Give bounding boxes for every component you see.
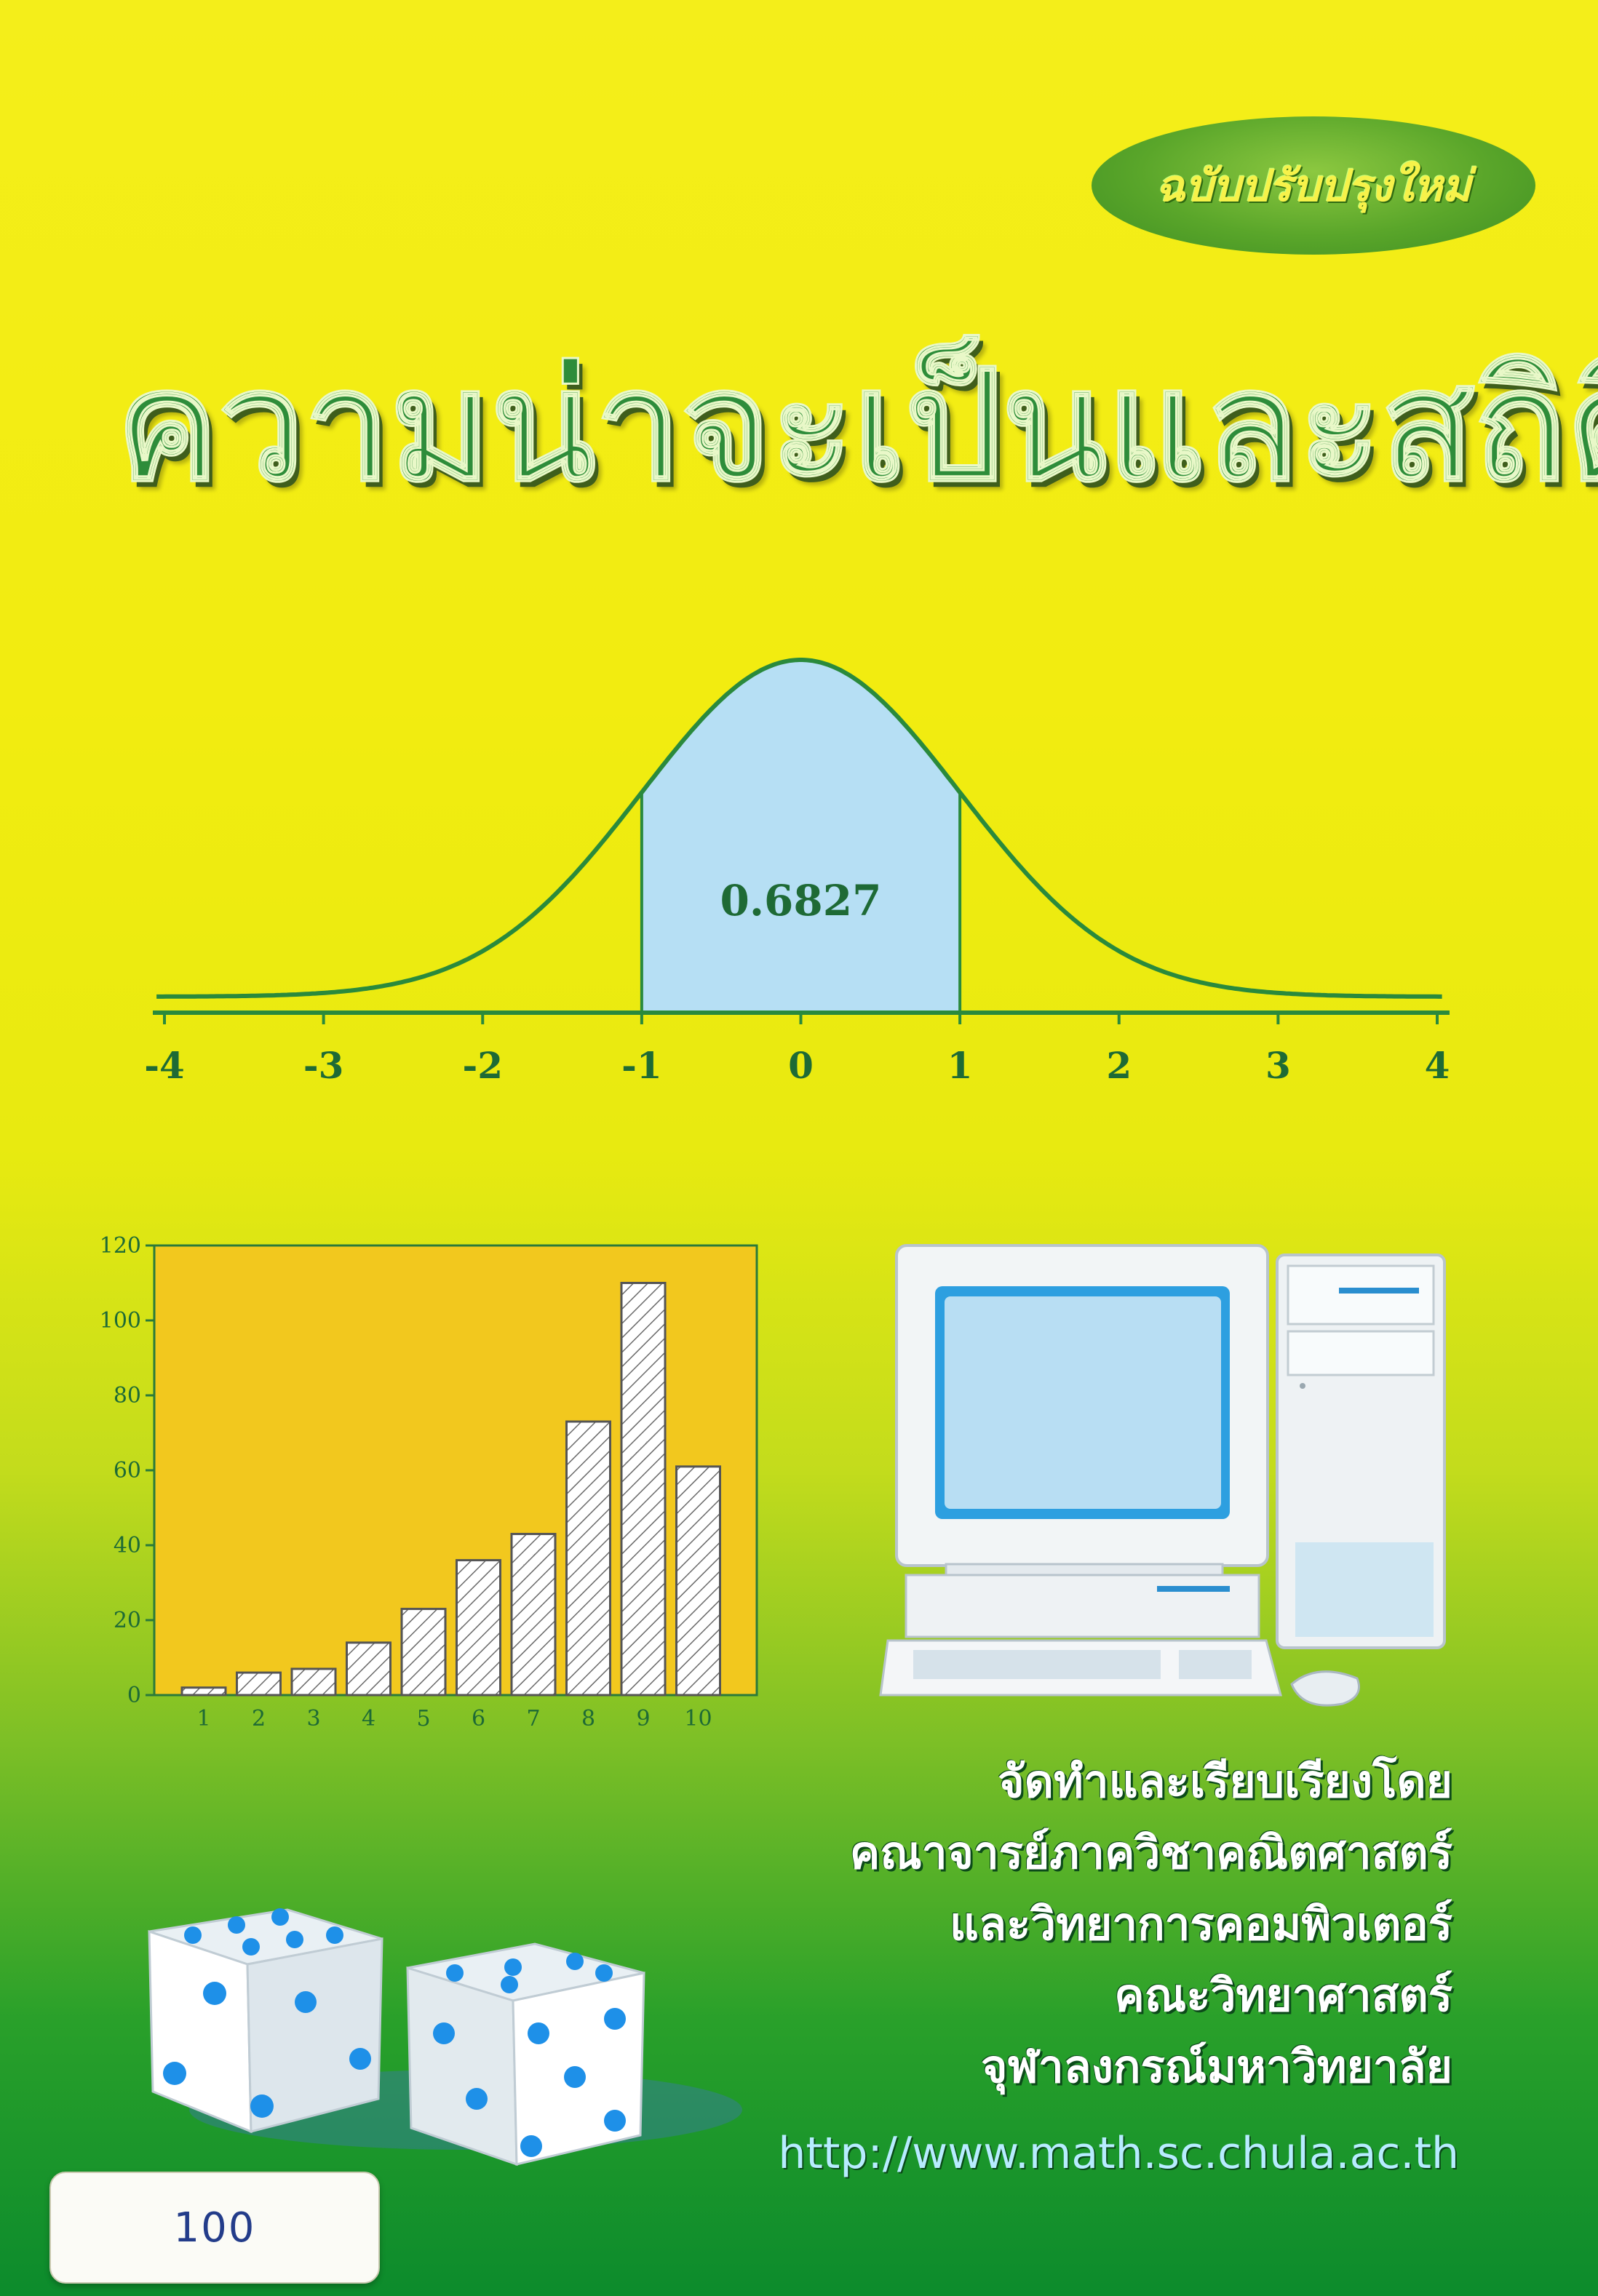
x-tick-label: -1 — [621, 1044, 662, 1087]
website-url: http://www.math.sc.chula.ac.th — [778, 2128, 1459, 2179]
bar — [510, 1533, 557, 1697]
x-tick-label: 7 — [526, 1706, 540, 1731]
x-tick-label: 1 — [196, 1706, 210, 1731]
credit-line: จัดทำและเรียบเรียงโดย — [998, 1755, 1452, 1808]
x-tick-label: 8 — [581, 1706, 595, 1731]
x-tick-label: 5 — [416, 1706, 430, 1731]
x-tick-label: 1 — [947, 1044, 973, 1087]
bar — [620, 1282, 667, 1697]
x-tick-label: -4 — [144, 1044, 185, 1087]
keyboard — [879, 1639, 1282, 1697]
credit-line: และวิทยาการคอมพิวเตอร์ — [950, 1897, 1452, 1950]
y-tick-label: 60 — [114, 1458, 141, 1483]
edition-badge: ฉบับปรับปรุงใหม่ — [1092, 116, 1535, 255]
x-tick-label: 0 — [788, 1044, 814, 1087]
price-sticker: 100 — [49, 2172, 380, 2284]
computer-base — [905, 1574, 1260, 1638]
y-tick-label: 0 — [127, 1683, 141, 1708]
book-title: ความน่าจะเป็นและสถิติ — [116, 337, 1598, 515]
edition-badge-text: ฉบับปรับปรุงใหม่ — [1156, 160, 1471, 212]
author-credits: จัดทำและเรียบเรียงโดย คณาจารย์ภาควิชาคณิ… — [850, 1746, 1452, 2102]
x-tick-label: 9 — [636, 1706, 650, 1731]
computer-tower — [1276, 1253, 1446, 1649]
bar — [180, 1686, 227, 1697]
x-tick-label: 3 — [1265, 1044, 1291, 1087]
die-right — [406, 1942, 645, 2167]
x-tick-label: -3 — [303, 1044, 344, 1087]
x-tick-label: 4 — [1425, 1044, 1450, 1087]
bar — [346, 1641, 391, 1697]
y-tick-label: 40 — [114, 1533, 141, 1558]
bar — [290, 1667, 337, 1697]
x-tick-label: 6 — [472, 1706, 485, 1731]
credit-line: คณะวิทยาศาสตร์ — [1114, 1969, 1452, 2022]
bar — [675, 1465, 721, 1697]
x-tick-label: 4 — [362, 1706, 375, 1731]
area-annotation: 0.6827 — [720, 876, 882, 925]
x-tick-label: -2 — [462, 1044, 503, 1087]
x-tick-label: 10 — [684, 1706, 712, 1731]
credit-line: จุฬาลงกรณ์มหาวิทยาลัย — [981, 2040, 1452, 2093]
y-tick-label: 100 — [100, 1308, 141, 1334]
x-tick-label: 3 — [306, 1706, 320, 1731]
bar — [400, 1608, 447, 1697]
y-tick-label: 80 — [114, 1383, 141, 1408]
y-tick-label: 120 — [100, 1233, 141, 1259]
normal-curve-line — [156, 658, 1442, 999]
y-tick-label: 20 — [114, 1608, 141, 1633]
die-left — [148, 1908, 383, 2134]
credit-line: คณาจารย์ภาควิชาคณิตศาสตร์ — [849, 1826, 1452, 1879]
bar — [456, 1559, 501, 1697]
x-tick-label: 2 — [252, 1706, 266, 1731]
price-sticker-text: 100 — [173, 2204, 256, 2252]
bar — [565, 1420, 611, 1697]
x-tick-label: 2 — [1106, 1044, 1132, 1087]
computer-monitor — [895, 1244, 1269, 1598]
mouse — [1290, 1670, 1360, 1707]
bar — [236, 1671, 282, 1697]
shaded-area — [641, 660, 961, 1013]
